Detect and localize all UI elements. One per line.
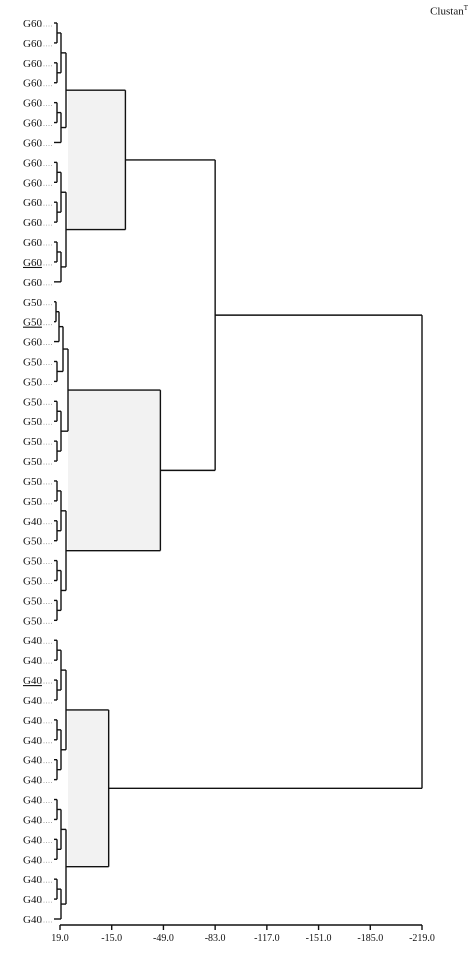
leaf-label: G50 bbox=[23, 396, 42, 408]
leaf-label: G50 bbox=[23, 595, 42, 607]
leaf-label: G40 bbox=[23, 715, 42, 727]
leaf-label: G40 bbox=[23, 735, 42, 747]
leaf-label: G50 bbox=[23, 476, 42, 488]
leaf-label: G60 bbox=[23, 78, 42, 90]
leaf-label: G60 bbox=[23, 237, 42, 249]
leaf-label: G60 bbox=[23, 197, 42, 209]
cluster-highlight bbox=[68, 390, 161, 551]
axis-tick-label: -151.0 bbox=[306, 933, 332, 944]
axis-tick-label: -83.0 bbox=[205, 933, 226, 944]
axis-tick-label: -185.0 bbox=[357, 933, 383, 944]
leaf-label: G50 bbox=[23, 317, 42, 329]
leaf-labels: G60 G60 G60 G60 G60 G60 G60 G60 G60 G60 G60 G60 G60 G… bbox=[23, 18, 53, 926]
leaf-label: G60 bbox=[23, 118, 42, 130]
leaf-label: G50 bbox=[23, 376, 42, 388]
leaf-label: G40 bbox=[23, 775, 42, 787]
clustan-logo: ClustanT bbox=[430, 4, 468, 18]
leaf-label: G50 bbox=[23, 496, 42, 508]
leaf-label: G40 bbox=[23, 795, 42, 807]
leaf-label: G40 bbox=[23, 755, 42, 767]
leaf-label: G60 bbox=[23, 257, 42, 269]
leaf-label: G50 bbox=[23, 436, 42, 448]
leaf-label: G60 bbox=[23, 18, 42, 30]
leaf-label: G40 bbox=[23, 635, 42, 647]
leaf-label: G60 bbox=[23, 277, 42, 289]
cluster-highlights bbox=[68, 90, 161, 867]
leaf-label: G50 bbox=[23, 536, 42, 548]
fusion-axis: 19.0 -15.0 -49.0 -83.0 -117.0 -151.0 -185.0 -21… bbox=[51, 924, 435, 944]
leaf-label: G40 bbox=[23, 675, 42, 687]
leaf-label: G50 bbox=[23, 356, 42, 368]
leaf-label: G40 bbox=[23, 655, 42, 667]
dendrogram-branches bbox=[54, 22, 423, 920]
leaf-label: G40 bbox=[23, 695, 42, 707]
leaf-label: G50 bbox=[23, 297, 42, 309]
leaf-label: G60 bbox=[23, 38, 42, 50]
axis-tick-label: -49.0 bbox=[153, 933, 174, 944]
leaf-label: G40 bbox=[23, 854, 42, 866]
axis-tick-label: -117.0 bbox=[254, 933, 279, 944]
leaf-label: G60 bbox=[23, 137, 42, 149]
leaf-label: G50 bbox=[23, 615, 42, 627]
leaf-label: G50 bbox=[23, 416, 42, 428]
leaf-label: G40 bbox=[23, 894, 42, 906]
leaf-label: G60 bbox=[23, 157, 42, 169]
cluster-highlight bbox=[68, 709, 109, 867]
leaf-label: G40 bbox=[23, 874, 42, 886]
axis-tick-label: -15.0 bbox=[101, 933, 122, 944]
cluster-highlight bbox=[68, 90, 126, 230]
leaf-label: G40 bbox=[23, 814, 42, 826]
leaf-label: G50 bbox=[23, 576, 42, 588]
brand-name: Clustan bbox=[430, 5, 464, 18]
axis-tick-label: 19.0 bbox=[51, 933, 69, 944]
brand-mark: T bbox=[463, 4, 468, 12]
axis-tick-label: -219.0 bbox=[409, 933, 435, 944]
leaf-label: G60 bbox=[23, 58, 42, 70]
leaf-label: G40 bbox=[23, 516, 42, 528]
leaf-label: G50 bbox=[23, 556, 42, 568]
leaf-label: G60 bbox=[23, 337, 42, 349]
leaf-label: G50 bbox=[23, 456, 42, 468]
leaf-label: G60 bbox=[23, 177, 42, 189]
leaf-label: G40 bbox=[23, 914, 42, 926]
leaf-label: G60 bbox=[23, 98, 42, 110]
leaf-label: G60 bbox=[23, 217, 42, 229]
leaf-label: G40 bbox=[23, 834, 42, 846]
